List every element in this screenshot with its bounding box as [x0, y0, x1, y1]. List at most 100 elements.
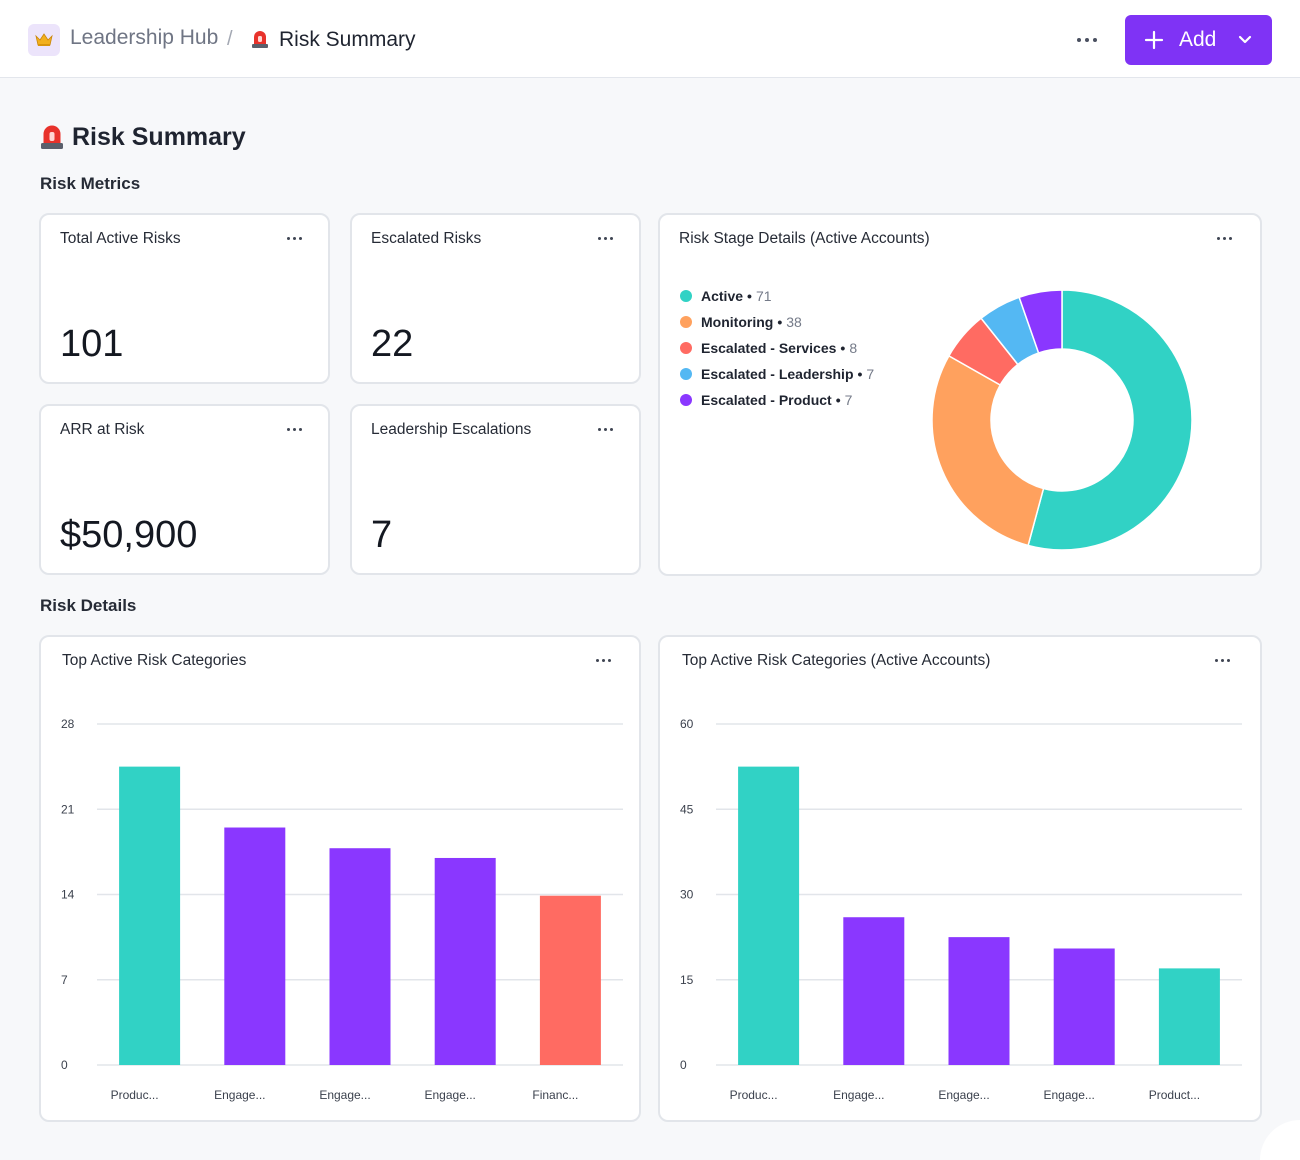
card-menu-button[interactable] [590, 653, 616, 667]
x-tick-label: Produc... [730, 1088, 778, 1102]
chart-title: Risk Stage Details (Active Accounts) [679, 230, 930, 247]
donut-chart [931, 289, 1193, 551]
donut-legend: Active • 71 Monitoring • 38 Escalated - Servic… [680, 283, 874, 413]
legend-bullet: • [747, 288, 752, 304]
bar[interactable] [434, 857, 496, 1065]
legend-item[interactable]: Escalated - Product • 7 [680, 387, 874, 413]
metric-card-leadership-escalations[interactable]: Leadership Escalations 7 [350, 404, 641, 575]
card-menu-button[interactable] [281, 231, 307, 245]
legend-item[interactable]: Active • 71 [680, 283, 874, 309]
metric-title: Escalated Risks [371, 230, 482, 247]
add-button-label: Add [1179, 28, 1217, 51]
bar[interactable] [119, 766, 181, 1065]
siren-icon [41, 125, 63, 149]
legend-count: 7 [844, 392, 853, 408]
section-label-risk-details: Risk Details [40, 596, 137, 615]
y-tick-label: 45 [680, 802, 694, 816]
legend-item[interactable]: Monitoring • 38 [680, 309, 874, 335]
metric-title: Total Active Risks [60, 230, 181, 247]
plus-icon [1144, 30, 1164, 50]
bar[interactable] [1053, 948, 1115, 1065]
metric-card-arr-at-risk[interactable]: ARR at Risk $50,900 [39, 404, 330, 575]
y-tick-label: 7 [61, 973, 68, 987]
card-menu-button[interactable] [281, 422, 307, 436]
add-button[interactable]: Add [1125, 15, 1272, 65]
legend-bullet: • [840, 340, 846, 356]
x-tick-label: Financ... [532, 1088, 578, 1102]
donut-slice[interactable] [1027, 289, 1193, 551]
legend-count: 38 [786, 314, 802, 330]
card-menu-button[interactable] [592, 422, 618, 436]
card-menu-button[interactable] [1209, 653, 1235, 667]
donut-slice[interactable] [1018, 289, 1063, 354]
breadcrumb-hub-link[interactable]: Leadership Hub [70, 26, 219, 49]
legend-count: 71 [755, 288, 772, 304]
legend-swatch [680, 342, 692, 354]
bar[interactable] [948, 937, 1010, 1065]
bar[interactable] [843, 917, 905, 1065]
x-tick-label: Engage... [1044, 1088, 1095, 1102]
legend-label: Escalated - Services [701, 340, 837, 356]
bar-chart: 0 15 30 45 60 Produc... Engage... Engage... Enga… [680, 717, 1242, 1102]
legend-label: Active [701, 288, 744, 304]
more-options-button[interactable] [1072, 28, 1102, 52]
metric-title: Leadership Escalations [371, 421, 532, 438]
legend-bullet: • [835, 392, 841, 408]
card-menu-button[interactable] [1211, 231, 1237, 245]
legend-label: Escalated - Product [701, 392, 832, 408]
legend-item[interactable]: Escalated - Services • 8 [680, 335, 874, 361]
bar[interactable] [738, 766, 800, 1065]
chart-title: Top Active Risk Categories [62, 652, 247, 669]
legend-count: 7 [866, 366, 875, 382]
top-active-risk-categories-accounts-card[interactable]: Top Active Risk Categories (Active Accou… [658, 635, 1262, 1122]
x-tick-label: Engage... [938, 1088, 989, 1102]
legend-count: 8 [849, 340, 858, 356]
metric-title: ARR at Risk [60, 421, 145, 438]
bar[interactable] [224, 827, 286, 1065]
legend-swatch [680, 368, 692, 380]
metric-value: 22 [371, 323, 414, 365]
legend-label: Monitoring [701, 314, 774, 330]
page-title-text: Risk Summary [72, 122, 246, 151]
y-tick-label: 21 [61, 802, 75, 816]
y-tick-label: 15 [680, 973, 694, 987]
metric-value: 7 [371, 514, 393, 556]
risk-stage-donut-card[interactable]: Risk Stage Details (Active Accounts) Act… [658, 213, 1262, 576]
metric-card-total-active-risks[interactable]: Total Active Risks 101 [39, 213, 330, 384]
bar[interactable] [329, 848, 391, 1065]
top-bar: Leadership Hub / Risk Summary Add [0, 0, 1300, 78]
x-tick-label: Produc... [111, 1088, 159, 1102]
legend-swatch [680, 316, 692, 328]
siren-icon [251, 29, 269, 54]
y-tick-label: 28 [61, 717, 75, 731]
top-active-risk-categories-card[interactable]: Top Active Risk Categories 0 7 14 21 28 Produ… [39, 635, 641, 1122]
chart-title: Top Active Risk Categories (Active Accou… [682, 652, 991, 669]
bar[interactable] [539, 895, 601, 1065]
legend-item[interactable]: Escalated - Leadership • 7 [680, 361, 874, 387]
legend-swatch [680, 290, 692, 302]
y-tick-label: 14 [61, 888, 75, 902]
section-label-risk-metrics: Risk Metrics [40, 174, 141, 193]
card-menu-button[interactable] [592, 231, 618, 245]
bar-chart: 0 7 14 21 28 Produc... Engage... Engage... Engag… [61, 717, 623, 1102]
donut-slice[interactable] [931, 354, 1045, 547]
chevron-down-icon[interactable] [1238, 33, 1252, 47]
breadcrumb-current-page: Risk Summary [279, 28, 416, 51]
x-tick-label: Engage... [833, 1088, 884, 1102]
y-tick-label: 0 [680, 1058, 687, 1072]
breadcrumb-separator: / [227, 28, 233, 50]
x-tick-label: Engage... [214, 1088, 265, 1102]
y-tick-label: 0 [61, 1058, 68, 1072]
legend-swatch [680, 394, 692, 406]
metric-value: 101 [60, 323, 124, 365]
y-tick-label: 60 [680, 717, 694, 731]
x-tick-label: Engage... [319, 1088, 370, 1102]
x-tick-label: Engage... [425, 1088, 476, 1102]
crown-icon[interactable] [28, 24, 60, 56]
legend-bullet: • [777, 314, 783, 330]
metric-value: $50,900 [60, 514, 198, 556]
y-tick-label: 30 [680, 888, 694, 902]
metric-card-escalated-risks[interactable]: Escalated Risks 22 [350, 213, 641, 384]
bar[interactable] [1158, 968, 1220, 1065]
legend-bullet: • [857, 366, 863, 382]
